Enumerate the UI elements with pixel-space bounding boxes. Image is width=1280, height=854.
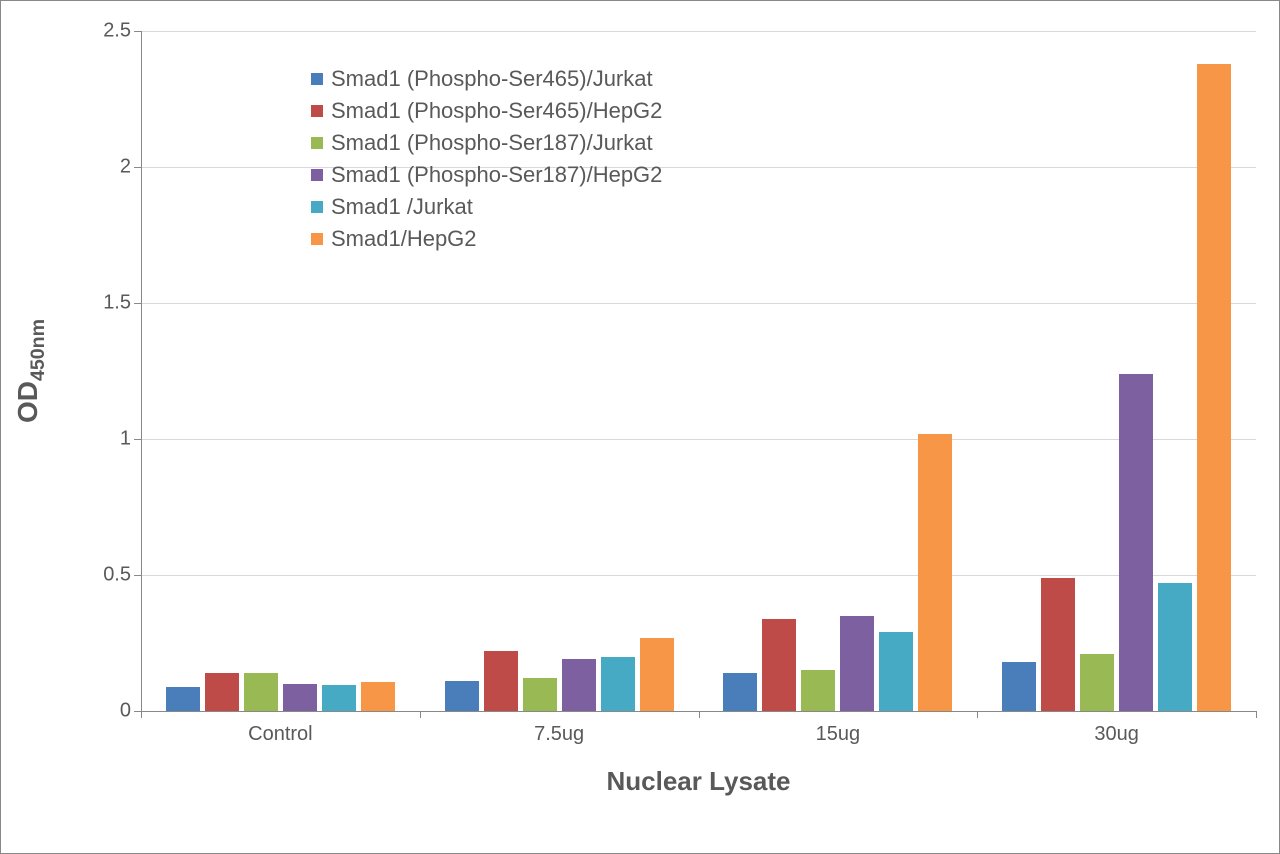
- legend: Smad1 (Phospho-Ser465)/Jurkat Smad1 (Phos…: [311, 66, 662, 252]
- y-axis-title-main: OD: [12, 381, 43, 423]
- legend-swatch: [311, 137, 323, 149]
- bar: [801, 670, 835, 711]
- bar: [879, 632, 913, 711]
- bar: [640, 638, 674, 711]
- x-tick-label: 30ug: [1094, 711, 1139, 746]
- bar: [601, 657, 635, 711]
- x-tick-mark: [699, 711, 700, 718]
- y-tick-label: 2: [120, 156, 141, 179]
- legend-swatch: [311, 233, 323, 245]
- legend-label: Smad1 (Phospho-Ser465)/Jurkat: [331, 66, 653, 92]
- x-tick-mark: [1256, 711, 1257, 718]
- y-axis-line: [141, 31, 142, 711]
- y-tick-label: 2.5: [103, 20, 141, 43]
- legend-label: Smad1 /Jurkat: [331, 194, 473, 220]
- gridline: [141, 439, 1256, 440]
- y-axis-title: OD450nm: [12, 319, 50, 423]
- legend-swatch: [311, 73, 323, 85]
- bar: [1158, 583, 1192, 711]
- y-axis-title-sub: 450nm: [27, 319, 49, 381]
- bar: [322, 685, 356, 711]
- gridline: [141, 303, 1256, 304]
- y-tick-label: 0: [120, 700, 141, 723]
- x-tick-mark: [420, 711, 421, 718]
- bar: [484, 651, 518, 711]
- bar: [1197, 64, 1231, 711]
- legend-swatch: [311, 169, 323, 181]
- bar: [918, 434, 952, 711]
- chart-container: 00.511.522.5Control7.5ug15ug30ug OD450nm…: [0, 0, 1280, 854]
- x-tick-label: Control: [248, 711, 312, 746]
- legend-label: Smad1 (Phospho-Ser187)/HepG2: [331, 162, 662, 188]
- gridline: [141, 31, 1256, 32]
- bar: [244, 673, 278, 711]
- x-tick-label: 15ug: [816, 711, 861, 746]
- bar: [840, 616, 874, 711]
- gridline: [141, 575, 1256, 576]
- bar: [562, 659, 596, 711]
- bar: [1002, 662, 1036, 711]
- legend-label: Smad1/HepG2: [331, 226, 477, 252]
- legend-label: Smad1 (Phospho-Ser187)/Jurkat: [331, 130, 653, 156]
- y-tick-label: 0.5: [103, 564, 141, 587]
- legend-item: Smad1/HepG2: [311, 226, 662, 252]
- x-tick-mark: [141, 711, 142, 718]
- plot-area: 00.511.522.5Control7.5ug15ug30ug: [141, 31, 1256, 711]
- x-tick-mark: [977, 711, 978, 718]
- legend-swatch: [311, 201, 323, 213]
- bar: [1080, 654, 1114, 711]
- bar: [723, 673, 757, 711]
- bar: [361, 682, 395, 711]
- legend-item: Smad1 (Phospho-Ser465)/Jurkat: [311, 66, 662, 92]
- legend-item: Smad1 (Phospho-Ser187)/Jurkat: [311, 130, 662, 156]
- bar: [166, 687, 200, 711]
- y-tick-label: 1.5: [103, 292, 141, 315]
- gridline: [141, 167, 1256, 168]
- legend-item: Smad1 (Phospho-Ser465)/HepG2: [311, 98, 662, 124]
- legend-swatch: [311, 105, 323, 117]
- bar: [283, 684, 317, 711]
- legend-item: Smad1 (Phospho-Ser187)/HepG2: [311, 162, 662, 188]
- x-tick-label: 7.5ug: [534, 711, 584, 746]
- x-axis-title: Nuclear Lysate: [606, 766, 790, 797]
- y-tick-label: 1: [120, 428, 141, 451]
- bar: [1041, 578, 1075, 711]
- legend-item: Smad1 /Jurkat: [311, 194, 662, 220]
- bar: [762, 619, 796, 711]
- legend-label: Smad1 (Phospho-Ser465)/HepG2: [331, 98, 662, 124]
- bar: [1119, 374, 1153, 711]
- bar: [205, 673, 239, 711]
- bar: [445, 681, 479, 711]
- bar: [523, 678, 557, 711]
